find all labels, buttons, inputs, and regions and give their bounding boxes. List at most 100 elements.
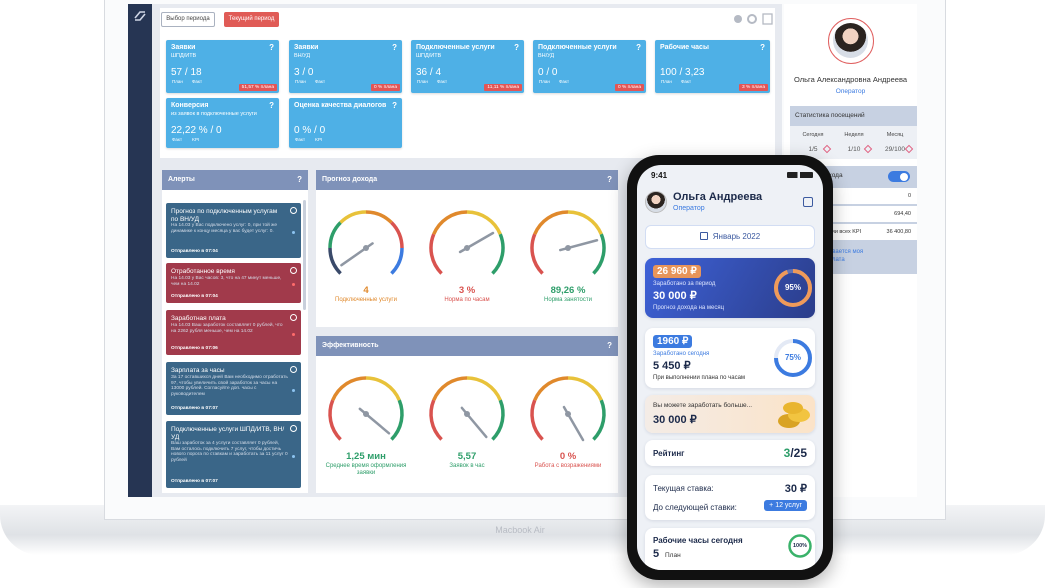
avatar-ring	[828, 18, 874, 64]
help-icon[interactable]: ?	[514, 43, 519, 52]
kpi-value: 36 / 4	[416, 67, 442, 78]
today-note: При выполнении плана по часам	[653, 375, 746, 381]
income-value: 0	[907, 193, 911, 199]
kpi-title: Конверсия	[171, 102, 209, 109]
gauge-arc	[491, 233, 505, 275]
gauge-hub	[464, 245, 470, 251]
help-icon[interactable]: ?	[269, 101, 274, 110]
kpi-label: Факт	[437, 79, 448, 84]
gauge-arc	[533, 376, 569, 401]
kpi-card: Оценка качества диалогов? 0 % / 0 Факт KPI	[289, 98, 402, 148]
efficiency-panel: Эффективность ? 1,25 мин Среднее время оф…	[316, 336, 618, 493]
gauge-arc	[567, 210, 603, 235]
rate-label: Текущая ставка:	[653, 484, 714, 493]
gauge-arc	[592, 399, 606, 441]
period-card: 26 960 ₽ Заработано за период 30 000 ₽ П…	[645, 258, 815, 318]
hours-value: 5	[653, 548, 660, 560]
coins	[778, 402, 810, 428]
help-icon[interactable]: ?	[392, 43, 397, 52]
kpi-label: План	[417, 79, 428, 84]
help-icon[interactable]: ?	[607, 175, 612, 184]
next-rate-button[interactable]: + 12 услуг	[764, 500, 807, 511]
more-value: 30 000 ₽	[653, 414, 697, 426]
kpi-card: Подключенные услуги ВН/УД? 0 / 0 План Факт 0 …	[533, 40, 646, 93]
status-time: 9:41	[651, 171, 668, 180]
date-text: Январь 2022	[712, 232, 761, 241]
gauge-value: 3 %	[458, 285, 476, 296]
alert-text: Ваш заработок за 4 услуги составляет 0 р…	[171, 441, 288, 463]
kpi-subtitle: ШПД/ИТВ	[171, 53, 197, 59]
calendar-icon	[699, 232, 708, 240]
gauge	[429, 210, 505, 275]
gauge-arc	[390, 399, 404, 441]
help-icon[interactable]: ?	[392, 101, 397, 110]
status-icons	[787, 172, 813, 178]
gauge-hub	[565, 245, 571, 251]
date-button[interactable]: Январь 2022	[645, 225, 815, 249]
kpi-card: Заявки ШПД/ИТВ? 57 / 18 План Факт 51,57 % пла…	[166, 40, 279, 93]
period-note: Прогноз дохода на месяц	[653, 305, 725, 311]
more-caption: Вы можете заработать больше...	[653, 402, 753, 409]
today-ring-label: 75%	[784, 353, 801, 362]
gauge-arc	[429, 233, 443, 275]
kpi-value: 57 / 18	[171, 67, 202, 78]
kpi-subtitle: ШПД/ИТВ	[416, 53, 442, 59]
kpi-label: План	[539, 79, 550, 84]
period-value: 30 000 ₽	[653, 290, 697, 302]
kpi-card: Заявки ВН/УД? 3 / 0 План Факт 0 % плана	[289, 40, 402, 93]
phone-name: Ольга Андреева	[673, 191, 763, 203]
rating-value: 3/25	[784, 446, 807, 460]
gauge-arc	[331, 376, 367, 401]
kpi-badge: 51,57 % плана	[238, 84, 277, 91]
alert-clock	[290, 267, 297, 274]
rating-card: Рейтинг 3/25	[645, 440, 815, 466]
rating-label: Рейтинг	[653, 449, 685, 458]
alert-text: За 17 оставшихся дней Вам необходимо отр…	[171, 375, 288, 397]
help-icon[interactable]: ?	[636, 43, 641, 52]
kpi-card: Рабочие часы? 100 / 3,23 План Факт 3 % плана	[655, 40, 770, 93]
kpi-title: Заявки	[171, 44, 196, 51]
phone-avatar	[645, 191, 667, 213]
help-icon[interactable]: ?	[269, 43, 274, 52]
gauge-label: Норма по часам	[444, 297, 490, 303]
hours-card: Рабочие часы сегодня 5 План 100%	[645, 528, 815, 570]
alert-clock	[290, 314, 297, 321]
kpi-title: Заявки	[294, 44, 319, 51]
today-value: 5 450 ₽	[653, 360, 691, 372]
help-icon[interactable]: ?	[607, 341, 612, 350]
toggle[interactable]	[888, 171, 910, 182]
kpi-value: 0 % / 0	[294, 125, 326, 136]
gauge-arc	[328, 247, 342, 275]
alert-card: Отработанное время На 14.03 у Вас часов: …	[166, 263, 301, 303]
kpi-subtitle: из заявок в подключенные услуги	[171, 111, 257, 117]
gauge	[530, 210, 606, 275]
visits-title: Статистика посещений	[790, 106, 917, 126]
hours-ring	[788, 534, 812, 558]
kpi-label: Факт	[559, 79, 570, 84]
gauge-arc	[429, 399, 443, 441]
help-icon[interactable]: ?	[760, 43, 765, 52]
kpi-label: План	[661, 79, 672, 84]
hours-title: Рабочие часы сегодня	[653, 536, 743, 545]
gauge-hub	[565, 411, 571, 417]
current-period-button[interactable]: Текущий период	[224, 12, 279, 27]
gauge	[429, 376, 505, 441]
gauge-label: Среднее время оформления заявки	[325, 463, 407, 476]
kpi-label: План	[172, 79, 183, 84]
efficiency-title: Эффективность	[316, 336, 618, 356]
period-caption: Заработано за период	[653, 281, 716, 287]
help-icon[interactable]: ?	[297, 175, 302, 184]
alert-title: Прогноз по подключенным услугам по ВН/УД	[171, 208, 278, 223]
kpi-label: План	[295, 79, 306, 84]
alert-clock	[290, 425, 297, 432]
gauge-arc	[432, 210, 468, 235]
gauge-arc	[432, 376, 468, 401]
kpi-value: 22,22 % / 0	[171, 125, 222, 136]
period-button[interactable]: Выбор периода	[161, 12, 215, 27]
gauge-label: Работа с возражениями	[534, 463, 602, 469]
kpi-label: Факт	[295, 137, 306, 142]
alert-card: Подключенные услуги ШПД/ИТВ, ВН/УД Ваш за…	[166, 421, 301, 488]
alert-dot	[292, 332, 295, 336]
notification-icon[interactable]	[803, 197, 813, 207]
